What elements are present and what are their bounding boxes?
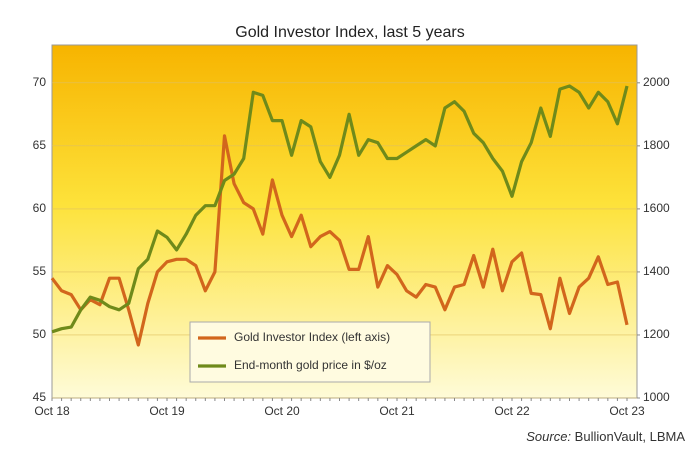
x-tick-label: Oct 22: [494, 404, 530, 418]
y-tick-label: 50: [33, 327, 47, 341]
chart-title: Gold Investor Index, last 5 years: [235, 24, 464, 41]
series-line: [50, 134, 629, 347]
source-label: Source:: [526, 429, 571, 444]
y-tick-label: 45: [33, 390, 47, 404]
y2-tick-label: 1800: [643, 138, 670, 152]
y2-tick-label: 2000: [643, 75, 670, 89]
x-tick-label: Oct 21: [379, 404, 415, 418]
y-tick-label: 65: [33, 138, 47, 152]
source: Source: BullionVault, LBMA: [526, 429, 685, 444]
x-tick-label: Oct 23: [609, 404, 645, 418]
series-line: [51, 84, 629, 334]
y-tick-label: 55: [33, 264, 47, 278]
x-tick-label: Oct 18: [34, 404, 70, 418]
legend-label: End-month gold price in $/oz: [234, 358, 387, 372]
legend-label: Gold Investor Index (left axis): [234, 330, 390, 344]
y2-tick-label: 1200: [643, 327, 670, 341]
y-tick-label: 70: [33, 75, 47, 89]
y-tick-label: 60: [33, 201, 47, 215]
x-tick-label: Oct 19: [149, 404, 185, 418]
x-tick-label: Oct 20: [264, 404, 300, 418]
y2-tick-label: 1600: [643, 201, 670, 215]
legend-box: [189, 321, 431, 383]
y2-tick-label: 1000: [643, 390, 670, 404]
y2-tick-label: 1400: [643, 264, 670, 278]
source-text: BullionVault, LBMA: [575, 429, 686, 444]
